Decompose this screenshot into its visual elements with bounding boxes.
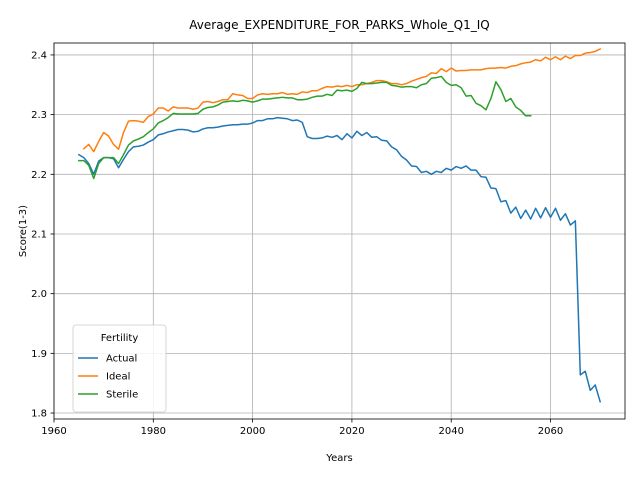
- legend-entries: Actual Ideal Sterile: [78, 354, 138, 401]
- y-tick-label: 2.0: [31, 289, 47, 300]
- legend: Fertility Actual Ideal Sterile: [72, 324, 167, 413]
- y-tick-label: 2.4: [31, 50, 47, 61]
- y-tick-label: 1.8: [31, 409, 47, 420]
- y-tick-label: 2.2: [31, 170, 47, 181]
- y-axis-title: Score(1-3): [18, 205, 29, 257]
- y-tick-label: 2.3: [31, 110, 47, 121]
- x-tick-label: 1980: [141, 426, 166, 437]
- legend-box: [72, 324, 167, 413]
- series-line-ideal: [82, 47, 602, 153]
- series-line-actual: [77, 116, 602, 403]
- y-tick-label: 2.1: [31, 229, 47, 240]
- x-axis-title: Years: [325, 453, 352, 464]
- grid: [53, 43, 625, 419]
- x-axis-ticks: 1960 1980 2000 2020 2040 2060: [41, 419, 563, 437]
- x-tick-label: 2000: [240, 426, 265, 437]
- series-layer: [77, 47, 602, 403]
- legend-label-ideal: Ideal: [106, 372, 130, 383]
- plot-frame: [53, 42, 626, 420]
- x-tick-label: 2060: [538, 426, 563, 437]
- legend-title: Fertility: [101, 333, 139, 344]
- legend-label-sterile: Sterile: [106, 390, 138, 401]
- x-tick-label: 2020: [339, 426, 364, 437]
- chart-title: Average_EXPENDITURE_FOR_PARKS_Whole_Q1_I…: [189, 18, 489, 32]
- x-tick-label: 1960: [41, 426, 66, 437]
- y-axis-ticks: 1.8 1.9 2.0 2.1 2.2 2.3 2.4: [31, 50, 54, 420]
- legend-label-actual: Actual: [106, 354, 137, 365]
- y-tick-label: 1.9: [31, 349, 47, 360]
- x-tick-label: 2040: [438, 426, 463, 437]
- series-line-sterile: [78, 75, 532, 180]
